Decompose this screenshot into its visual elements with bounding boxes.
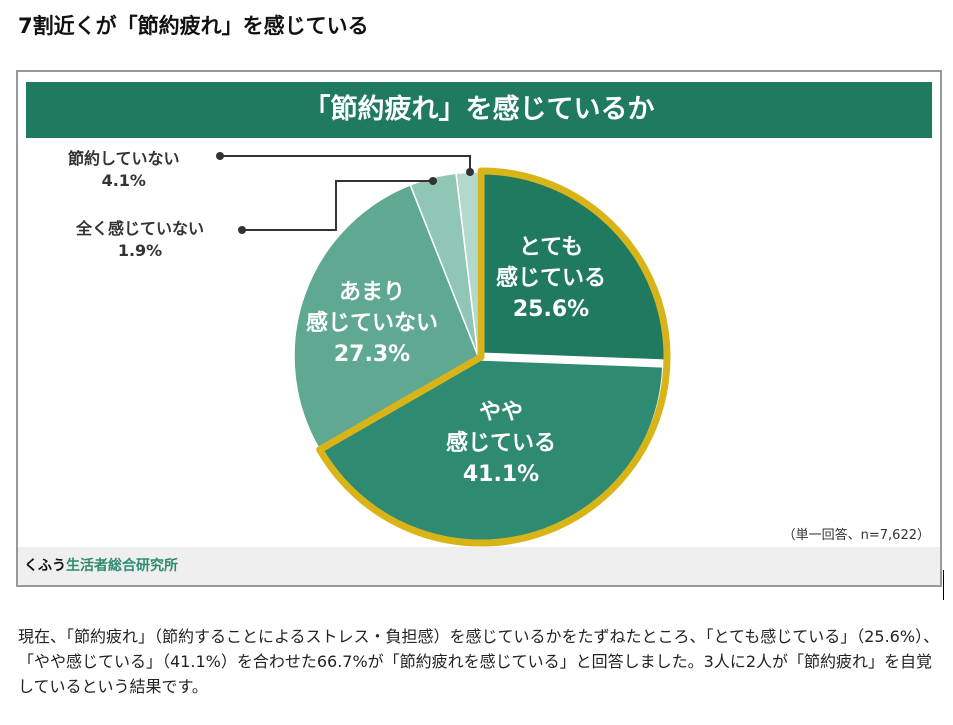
- outer-label-not-saving: 節約していない 4.1%: [68, 149, 180, 190]
- highlight-outline: [316, 167, 671, 547]
- inner-label-not-much: あまり 感じていない 27.3%: [306, 280, 439, 367]
- inner-label-very: とても 感じている 25.6%: [496, 235, 607, 322]
- chart-title: 「節約疲れ」を感じているか: [26, 82, 932, 138]
- brand-institute: 生活者総合研究所: [66, 558, 178, 574]
- pie-chart: [216, 152, 671, 547]
- sample-note: （単一回答、n=7,622）: [782, 528, 930, 543]
- source-footer: くふう生活者総合研究所: [18, 547, 940, 585]
- outer-label-not-at-all: 全く感じていない 1.9%: [76, 219, 205, 260]
- brand-name: くふう: [24, 558, 66, 574]
- leader-line-0: [220, 155, 471, 172]
- leader-dot: [466, 168, 474, 176]
- section-heading: 7割近くが「節約疲れ」を感じている: [18, 14, 369, 38]
- leader-dot: [216, 152, 224, 160]
- leader-dot: [429, 177, 437, 185]
- body-paragraph: 現在、「節約疲れ」（節約することによるストレス・負担感）を感じているかをたずねた…: [18, 627, 940, 696]
- leader-dot: [238, 226, 246, 234]
- leader-line-1: [242, 180, 433, 231]
- divider: [943, 570, 944, 600]
- chart-card: 「節約疲れ」を感じているか 節約していない 4.1% 全く感じていない 1.9% と…: [16, 70, 942, 587]
- inner-label-somewhat: やや 感じている 41.1%: [446, 400, 557, 487]
